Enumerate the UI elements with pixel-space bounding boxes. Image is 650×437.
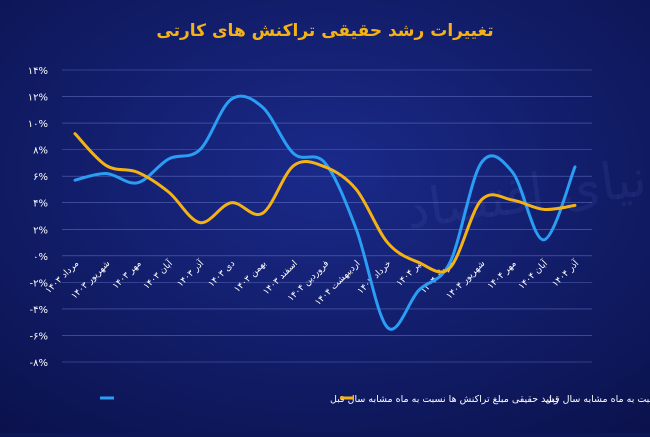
y-tick-label: ۱۲% [28, 93, 48, 104]
y-tick-label: ۲% [33, 225, 48, 236]
y-tick-label: -۸% [30, 358, 48, 369]
y-tick-label: ۴% [33, 199, 48, 210]
series-line [73, 94, 577, 331]
legend-label: رشد حقیقی مبلغ تراکنش ها نسبت به ماه مشا… [330, 394, 559, 405]
series-line [73, 132, 577, 274]
y-tick-label: ۰% [33, 252, 48, 263]
y-tick-label: ۶% [33, 172, 48, 183]
y-tick-label: ۸% [33, 146, 48, 157]
y-tick-label: ۱۰% [28, 119, 48, 130]
legend-label: رشد تعداد تراکنش ها نسبت به ماه مشابه سا… [545, 394, 650, 405]
chart-title: تغییرات رشد حقیقی تراکنش های کارتی [156, 21, 493, 41]
y-tick-label: -۶% [30, 331, 48, 342]
y-tick-label: -۲% [30, 278, 48, 289]
y-tick-label: ۱۴% [28, 66, 48, 77]
y-tick-label: -۴% [30, 305, 48, 316]
